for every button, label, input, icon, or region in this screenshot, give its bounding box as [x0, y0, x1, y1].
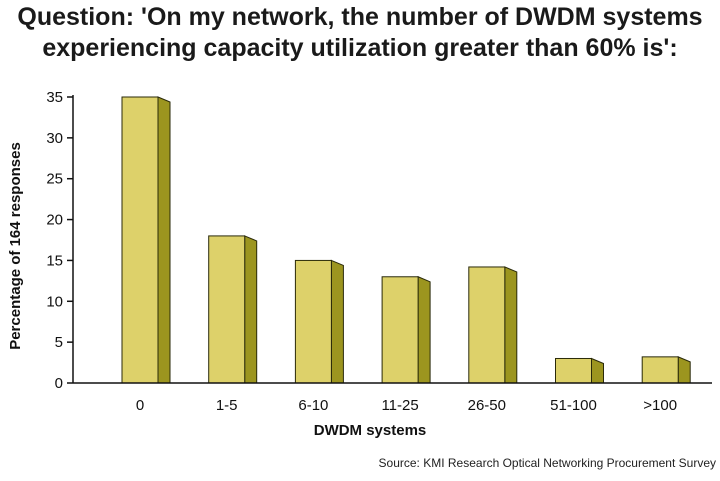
y-tick-label: 25	[46, 171, 63, 188]
source-note: Source: KMI Research Optical Networking …	[378, 456, 716, 470]
bar-side-face	[677, 356, 691, 384]
bar-front-face	[641, 356, 679, 384]
bar	[208, 235, 258, 384]
bar-front-face	[381, 276, 419, 384]
bar	[121, 96, 171, 384]
bar-side-face	[417, 276, 431, 384]
y-tick-label: 20	[46, 212, 63, 229]
bar-front-face	[121, 96, 159, 384]
x-axis-title: DWDM systems	[314, 422, 427, 439]
bar-front-face	[294, 259, 332, 384]
bar-front-face	[555, 357, 592, 384]
bar	[555, 357, 604, 384]
x-tick-label: 1-5	[216, 397, 238, 414]
bar	[381, 276, 431, 384]
chart-title: Question: 'On my network, the number of …	[0, 2, 720, 64]
y-tick-label: 0	[55, 375, 63, 392]
x-tick-label: 6-10	[298, 397, 328, 414]
bar-front-face	[208, 235, 246, 384]
x-tick-label: 0	[136, 397, 144, 414]
y-tick-label: 30	[46, 130, 63, 147]
bar	[468, 266, 518, 384]
y-tick-label: 10	[46, 293, 63, 310]
x-tick-label: >100	[643, 397, 677, 414]
bar-side-face	[330, 259, 344, 384]
x-tick-label: 11-25	[381, 397, 418, 414]
bar-front-face	[468, 266, 506, 384]
y-axis-title: Percentage of 164 responses	[7, 142, 24, 350]
chart-title-line-2: experiencing capacity utilization greate…	[42, 34, 678, 62]
chart-title-line-1: Question: 'On my network, the number of …	[17, 3, 703, 31]
y-tick-label: 15	[46, 252, 63, 269]
y-axis: 0 5 10 15 20 25 30 35	[46, 89, 74, 392]
bars	[121, 96, 691, 384]
x-tick-label: 26-50	[468, 397, 506, 414]
bar-side-face	[157, 96, 171, 384]
y-tick-label: 35	[46, 89, 63, 106]
bar-side-face	[591, 357, 604, 384]
bar-side-face	[504, 266, 518, 384]
bar	[641, 356, 691, 384]
bar	[294, 259, 344, 384]
y-tick-label: 5	[55, 334, 63, 351]
x-axis: 0 1-5 6-10 11-25 26-50 51-100 >100	[73, 382, 712, 414]
bar-side-face	[244, 235, 258, 384]
x-tick-label: 51-100	[550, 397, 597, 414]
